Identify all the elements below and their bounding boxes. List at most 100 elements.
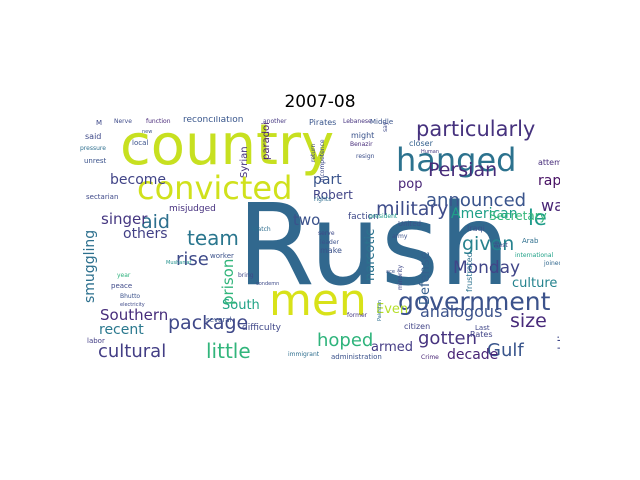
word: recent xyxy=(99,322,144,338)
word: become xyxy=(110,172,167,188)
word: South xyxy=(222,298,260,313)
word: say xyxy=(382,121,389,132)
word: West xyxy=(493,242,508,249)
word: aid xyxy=(141,211,170,233)
word: year xyxy=(117,272,131,279)
word: Gulf xyxy=(487,340,524,361)
word: function xyxy=(146,118,171,125)
word: citizen xyxy=(404,322,431,331)
word: president xyxy=(369,213,398,220)
word: Benazir xyxy=(350,141,373,148)
word: narcotic xyxy=(363,228,378,281)
word: decade xyxy=(447,347,499,363)
word: little xyxy=(206,339,251,363)
word: condemn xyxy=(256,281,280,287)
word: Syrian xyxy=(239,146,250,178)
word: army xyxy=(392,233,408,240)
word: Pirates xyxy=(309,118,337,127)
word: way xyxy=(541,196,560,215)
word: frustrated xyxy=(465,252,474,292)
word: immigrant xyxy=(288,351,320,358)
word: particularly xyxy=(416,117,536,141)
word: make xyxy=(320,246,342,255)
word: singer xyxy=(101,210,148,228)
word: prison xyxy=(219,258,237,305)
word: smuggling xyxy=(82,229,98,303)
word: closer xyxy=(409,139,433,148)
word: leader xyxy=(320,239,340,246)
word: labor xyxy=(87,337,105,345)
word: pop xyxy=(398,177,423,192)
word: analogous xyxy=(420,302,503,321)
word: cultural xyxy=(98,341,167,362)
word: given xyxy=(462,233,515,255)
word: gotten xyxy=(418,328,478,349)
word: Bhutto xyxy=(120,293,141,300)
word: difficulty xyxy=(242,323,281,333)
word: return xyxy=(310,143,317,162)
word: might xyxy=(351,131,375,140)
word: peace xyxy=(111,282,133,290)
word: several xyxy=(206,316,232,324)
word: part xyxy=(313,172,342,188)
word: said xyxy=(85,132,102,141)
word: country xyxy=(120,116,335,178)
word: Iraqi xyxy=(467,224,485,233)
word: others xyxy=(123,226,168,242)
word: Arab xyxy=(522,237,539,245)
word: pressure xyxy=(80,145,106,152)
word: former xyxy=(347,312,368,319)
word: Rush xyxy=(237,181,511,311)
word: resign xyxy=(356,153,375,160)
word: attempt xyxy=(538,158,560,167)
word: Last xyxy=(475,324,490,332)
word: government xyxy=(398,287,551,316)
word: faction xyxy=(348,212,379,222)
word: Secretary xyxy=(489,209,547,223)
word: Persian xyxy=(428,159,498,181)
word: Middle xyxy=(370,118,394,126)
word: men xyxy=(269,275,367,326)
word: reconciliation xyxy=(183,116,244,125)
word: sectarian xyxy=(86,193,119,201)
word: another xyxy=(263,118,287,125)
word: Crime xyxy=(421,354,439,361)
word: worker xyxy=(210,252,234,260)
word: Human xyxy=(421,149,440,155)
word: electricity xyxy=(120,302,145,308)
word: Lebanese xyxy=(343,118,372,125)
word: package xyxy=(168,312,249,334)
word: size xyxy=(510,310,547,332)
word: unrest xyxy=(84,157,107,165)
word: paradoi xyxy=(261,122,272,160)
word: rise xyxy=(176,249,209,270)
word: rights xyxy=(314,196,332,203)
word: Nerve xyxy=(114,118,132,125)
word: M xyxy=(96,119,103,127)
word: two xyxy=(293,211,321,229)
word: team xyxy=(187,226,239,250)
word: Monday xyxy=(453,258,521,278)
word: hanged xyxy=(396,141,517,179)
word: public xyxy=(556,328,560,364)
word: administration xyxy=(331,353,382,361)
word: local xyxy=(132,139,149,147)
word: Musharraf xyxy=(166,260,192,266)
word: United xyxy=(398,220,421,228)
word: bring xyxy=(238,272,254,279)
word: convicted xyxy=(137,169,293,207)
word: armed xyxy=(371,340,413,355)
word: announced xyxy=(426,190,527,211)
word: new xyxy=(142,129,153,135)
word: Defense xyxy=(418,251,433,305)
word: joined xyxy=(544,260,560,267)
word: misjudged xyxy=(169,204,216,214)
word: international xyxy=(515,252,554,259)
figure-title: 2007-08 xyxy=(284,92,356,112)
word: hoped xyxy=(317,330,374,351)
word: culture xyxy=(512,276,558,291)
word: ace xyxy=(386,269,395,275)
word: Pakistan xyxy=(377,300,383,321)
word: incompetence xyxy=(319,139,326,182)
word: rape xyxy=(538,173,560,189)
